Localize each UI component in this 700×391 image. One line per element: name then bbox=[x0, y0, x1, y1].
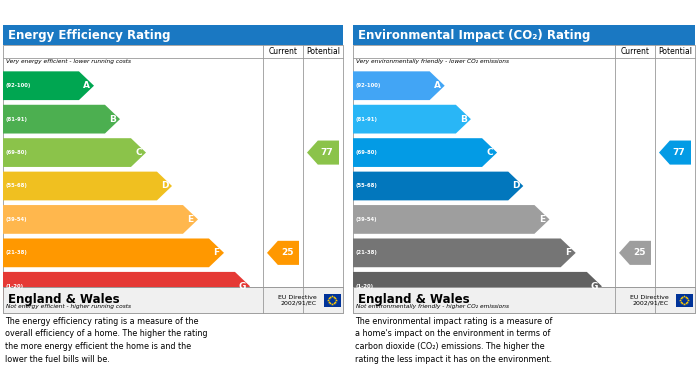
Text: The energy efficiency rating is a measure of the
overall efficiency of a home. T: The energy efficiency rating is a measur… bbox=[5, 317, 207, 364]
Text: (81-91): (81-91) bbox=[6, 117, 28, 122]
Text: B: B bbox=[460, 115, 467, 124]
Text: Energy Efficiency Rating: Energy Efficiency Rating bbox=[8, 29, 171, 41]
Text: (39-54): (39-54) bbox=[356, 217, 377, 222]
Bar bbox=[353, 287, 695, 313]
Text: A: A bbox=[434, 81, 441, 90]
Bar bbox=[3, 25, 343, 45]
Text: Very environmentally friendly - lower CO₂ emissions: Very environmentally friendly - lower CO… bbox=[356, 59, 509, 64]
Text: (69-80): (69-80) bbox=[6, 150, 28, 155]
Text: Current: Current bbox=[620, 47, 650, 56]
Polygon shape bbox=[353, 205, 550, 234]
Polygon shape bbox=[3, 205, 198, 234]
Text: (1-20): (1-20) bbox=[6, 284, 24, 289]
Text: (69-80): (69-80) bbox=[356, 150, 378, 155]
Bar bbox=[323, 294, 340, 307]
Text: (55-68): (55-68) bbox=[356, 183, 378, 188]
Text: Not energy efficient - higher running costs: Not energy efficient - higher running co… bbox=[6, 304, 131, 309]
Text: (1-20): (1-20) bbox=[356, 284, 374, 289]
Polygon shape bbox=[659, 140, 691, 165]
Polygon shape bbox=[353, 272, 602, 301]
Text: EU Directive
2002/91/EC: EU Directive 2002/91/EC bbox=[630, 294, 669, 305]
Polygon shape bbox=[619, 241, 651, 265]
Text: Environmental Impact (CO₂) Rating: Environmental Impact (CO₂) Rating bbox=[358, 29, 590, 41]
Text: Very energy efficient - lower running costs: Very energy efficient - lower running co… bbox=[6, 59, 131, 64]
Polygon shape bbox=[3, 172, 172, 200]
Text: (21-38): (21-38) bbox=[356, 250, 378, 255]
Bar bbox=[676, 294, 692, 307]
Polygon shape bbox=[353, 239, 575, 267]
Polygon shape bbox=[3, 71, 94, 100]
Text: F: F bbox=[214, 248, 220, 257]
Text: 25: 25 bbox=[281, 248, 293, 257]
Text: (92-100): (92-100) bbox=[6, 83, 32, 88]
Polygon shape bbox=[353, 71, 444, 100]
Polygon shape bbox=[267, 241, 299, 265]
Bar bbox=[3, 45, 343, 313]
Text: England & Wales: England & Wales bbox=[358, 294, 470, 307]
Text: (39-54): (39-54) bbox=[6, 217, 27, 222]
Text: 77: 77 bbox=[673, 148, 685, 157]
Text: C: C bbox=[486, 148, 493, 157]
Text: B: B bbox=[109, 115, 116, 124]
Bar bbox=[3, 287, 343, 313]
Text: D: D bbox=[512, 181, 519, 190]
Polygon shape bbox=[353, 172, 524, 200]
Text: England & Wales: England & Wales bbox=[8, 294, 120, 307]
Text: 25: 25 bbox=[633, 248, 645, 257]
Polygon shape bbox=[3, 272, 250, 301]
Polygon shape bbox=[353, 138, 497, 167]
Polygon shape bbox=[3, 239, 224, 267]
Bar bbox=[353, 25, 695, 45]
Text: (21-38): (21-38) bbox=[6, 250, 28, 255]
Text: Potential: Potential bbox=[306, 47, 340, 56]
Text: A: A bbox=[83, 81, 90, 90]
Text: E: E bbox=[188, 215, 193, 224]
Text: (92-100): (92-100) bbox=[356, 83, 382, 88]
Text: C: C bbox=[135, 148, 142, 157]
Text: Not environmentally friendly - higher CO₂ emissions: Not environmentally friendly - higher CO… bbox=[356, 304, 509, 309]
Bar bbox=[353, 45, 695, 313]
Text: D: D bbox=[161, 181, 168, 190]
Text: 77: 77 bbox=[321, 148, 333, 157]
Text: E: E bbox=[539, 215, 545, 224]
Polygon shape bbox=[353, 105, 471, 133]
Text: Current: Current bbox=[269, 47, 298, 56]
Polygon shape bbox=[3, 138, 146, 167]
Text: Potential: Potential bbox=[658, 47, 692, 56]
Text: G: G bbox=[591, 282, 598, 291]
Polygon shape bbox=[3, 105, 120, 133]
Text: EU Directive
2002/91/EC: EU Directive 2002/91/EC bbox=[279, 294, 317, 305]
Text: G: G bbox=[239, 282, 246, 291]
Text: F: F bbox=[565, 248, 571, 257]
Text: The environmental impact rating is a measure of
a home's impact on the environme: The environmental impact rating is a mea… bbox=[355, 317, 552, 364]
Text: (55-68): (55-68) bbox=[6, 183, 28, 188]
Polygon shape bbox=[307, 140, 339, 165]
Text: (81-91): (81-91) bbox=[356, 117, 378, 122]
